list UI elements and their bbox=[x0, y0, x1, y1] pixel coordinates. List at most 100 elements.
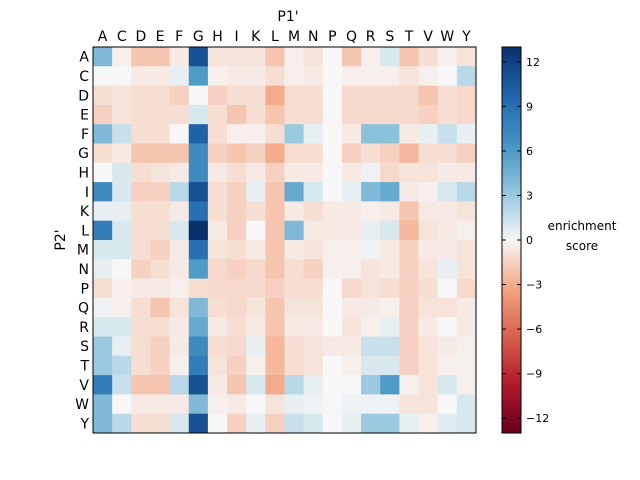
heatmap-cell-G-V bbox=[418, 143, 439, 164]
heatmap-cell-N-F bbox=[169, 259, 190, 279]
heatmap-cell-P-H bbox=[207, 278, 228, 299]
heatmap-cell-Y-I bbox=[227, 413, 247, 434]
heatmap-cell-W-M bbox=[284, 394, 305, 415]
heatmap-cell-L-V bbox=[418, 220, 439, 241]
heatmap-cell-N-H bbox=[207, 259, 228, 279]
heatmap-cell-K-F bbox=[169, 201, 190, 222]
heatmap-cell-G-F bbox=[169, 143, 190, 164]
heatmap-cell-H-P bbox=[322, 162, 343, 183]
heatmap-cell-M-Q bbox=[341, 240, 362, 260]
heatmap-cell-G-N bbox=[303, 143, 324, 164]
heatmap-cell-S-Y bbox=[456, 336, 477, 357]
x-tick-label: P bbox=[328, 29, 336, 45]
heatmap-cell-L-L bbox=[265, 220, 285, 241]
heatmap-cell-L-E bbox=[150, 220, 170, 241]
heatmap-cell-I-Y bbox=[456, 182, 477, 202]
y-axis-title: P2' bbox=[53, 229, 69, 250]
heatmap-cell-D-T bbox=[399, 85, 419, 106]
heatmap-cell-S-Q bbox=[341, 336, 362, 357]
heatmap-cell-I-P bbox=[322, 182, 343, 202]
heatmap-cell-R-M bbox=[284, 317, 305, 337]
heatmap-cell-Y-T bbox=[399, 413, 419, 434]
x-tick-label: L bbox=[271, 29, 279, 45]
heatmap-cell-N-N bbox=[303, 259, 324, 279]
heatmap-cell-A-D bbox=[131, 47, 151, 67]
heatmap-cell-Q-P bbox=[322, 297, 343, 318]
heatmap-cell-G-A bbox=[93, 143, 113, 164]
heatmap-cell-L-A bbox=[93, 220, 113, 241]
heatmap-cell-F-S bbox=[380, 124, 400, 144]
heatmap-cell-M-N bbox=[303, 240, 324, 260]
heatmap-cell-G-P bbox=[322, 143, 343, 164]
heatmap-cell-V-T bbox=[399, 375, 419, 395]
y-tick-label: R bbox=[79, 320, 89, 336]
heatmap-cell-G-H bbox=[207, 143, 228, 164]
heatmap-cell-F-Y bbox=[456, 124, 477, 144]
heatmap-cell-F-L bbox=[265, 124, 285, 144]
heatmap-cell-P-Y bbox=[456, 278, 477, 299]
heatmap-cell-Y-S bbox=[380, 413, 400, 434]
heatmap-cell-H-D bbox=[131, 162, 151, 183]
y-tick-label: M bbox=[77, 243, 89, 259]
heatmap-cell-N-R bbox=[361, 259, 381, 279]
heatmap-cell-I-F bbox=[169, 182, 190, 202]
heatmap-cell-W-F bbox=[169, 394, 190, 415]
y-tick-label: Y bbox=[79, 416, 89, 432]
heatmap-cell-K-L bbox=[265, 201, 285, 222]
heatmap-cell-C-Q bbox=[341, 66, 362, 86]
heatmap-cell-A-Q bbox=[341, 47, 362, 67]
heatmap-cell-Y-R bbox=[361, 413, 381, 434]
heatmap-cell-R-R bbox=[361, 317, 381, 337]
heatmap-cell-M-A bbox=[93, 240, 113, 260]
heatmap-cell-K-N bbox=[303, 201, 324, 222]
heatmap-cell-G-G bbox=[188, 143, 209, 164]
heatmap-cell-S-C bbox=[112, 336, 132, 357]
heatmap-cell-R-C bbox=[112, 317, 132, 337]
heatmap-cell-L-Q bbox=[341, 220, 362, 241]
heatmap-cell-I-A bbox=[93, 182, 113, 202]
heatmap-cell-N-K bbox=[246, 259, 266, 279]
x-tick-label: Q bbox=[346, 29, 357, 45]
heatmap-cell-E-W bbox=[437, 104, 458, 125]
heatmap-cell-C-P bbox=[322, 66, 343, 86]
x-tick-label: R bbox=[366, 29, 376, 45]
heatmap-cell-L-Y bbox=[456, 220, 477, 241]
heatmap-cell-D-A bbox=[93, 85, 113, 106]
heatmap-cell-M-W bbox=[437, 240, 458, 260]
heatmap-cell-G-S bbox=[380, 143, 400, 164]
heatmap-cell-Q-L bbox=[265, 297, 285, 318]
heatmap-cell-G-C bbox=[112, 143, 132, 164]
heatmap-cell-V-I bbox=[227, 375, 247, 395]
heatmap-cell-Y-L bbox=[265, 413, 285, 434]
heatmap-cell-L-I bbox=[227, 220, 247, 241]
heatmap-cell-K-M bbox=[284, 201, 305, 222]
y-tick-label: C bbox=[79, 69, 89, 85]
heatmap-cell-K-C bbox=[112, 201, 132, 222]
heatmap-cell-S-W bbox=[437, 336, 458, 357]
heatmap-cell-K-R bbox=[361, 201, 381, 222]
heatmap-cell-I-L bbox=[265, 182, 285, 202]
heatmap-cell-V-Q bbox=[341, 375, 362, 395]
heatmap-cell-L-D bbox=[131, 220, 151, 241]
heatmap-cell-A-F bbox=[169, 47, 190, 67]
heatmap-cell-V-Y bbox=[456, 375, 477, 395]
heatmap-cell-M-F bbox=[169, 240, 190, 260]
heatmap-cell-N-Y bbox=[456, 259, 477, 279]
heatmap-cell-D-I bbox=[227, 85, 247, 106]
heatmap-cell-S-L bbox=[265, 336, 285, 357]
heatmap-cell-Q-E bbox=[150, 297, 170, 318]
heatmap-cell-C-K bbox=[246, 66, 266, 86]
heatmap-cell-G-W bbox=[437, 143, 458, 164]
heatmap-cell-R-I bbox=[227, 317, 247, 337]
heatmap-cell-F-I bbox=[227, 124, 247, 144]
heatmap-cell-I-Q bbox=[341, 182, 362, 202]
heatmap-cell-D-G bbox=[188, 85, 209, 106]
heatmap-cell-Q-G bbox=[188, 297, 209, 318]
heatmap-cell-H-V bbox=[418, 162, 439, 183]
heatmap-cell-I-H bbox=[207, 182, 228, 202]
heatmap-cell-Y-Y bbox=[456, 413, 477, 434]
heatmap-cell-Q-D bbox=[131, 297, 151, 318]
heatmap-cell-E-V bbox=[418, 104, 439, 125]
